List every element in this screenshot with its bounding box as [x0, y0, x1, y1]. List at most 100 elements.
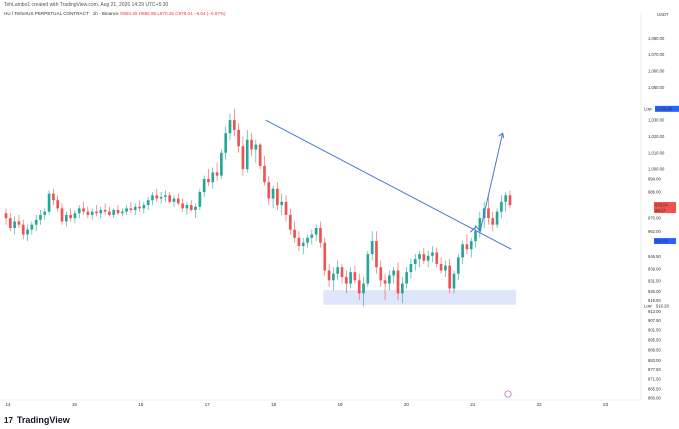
candle-body	[276, 188, 279, 206]
candle-body	[353, 272, 357, 281]
candle-body	[413, 259, 417, 264]
candle-body	[271, 188, 275, 199]
candle-body	[21, 224, 25, 235]
candle-body	[293, 229, 296, 238]
candle-body	[116, 210, 120, 214]
candle-body	[90, 211, 94, 215]
candle-body	[452, 273, 456, 289]
candle-body	[224, 133, 228, 153]
candle-body	[52, 193, 55, 201]
candle-body	[474, 231, 477, 242]
candle-body	[172, 198, 176, 202]
y-tick-label: 946.50	[648, 254, 661, 259]
tradingview-brand: TradingView	[16, 415, 70, 425]
candle-body	[215, 172, 219, 176]
candle-body	[82, 208, 85, 212]
candle-body	[288, 214, 292, 230]
y-tick-label: 889.50	[648, 347, 661, 352]
candle-body	[86, 211, 90, 215]
candle-body	[120, 211, 124, 214]
tradingview-logo-icon: 17	[4, 415, 13, 425]
x-tick-label: 21	[470, 402, 476, 407]
candle-body	[47, 193, 51, 212]
candle-body	[444, 265, 447, 271]
high-price-badge	[655, 105, 679, 112]
high-price-label: 1,036.88	[656, 106, 673, 111]
candle-body	[43, 211, 47, 215]
y-tick-label: 1,010.00	[648, 150, 665, 155]
candle-body	[469, 241, 473, 250]
candle-body	[4, 213, 8, 219]
candle-body	[258, 144, 262, 166]
level-badge	[654, 238, 676, 245]
candle-body	[146, 200, 150, 206]
candle-body	[168, 195, 172, 202]
ohlc-values: O984.55 H986.98 L970.25 C978.04 −6.64 (−…	[119, 11, 226, 16]
candle-body	[375, 241, 378, 268]
candle-body	[198, 192, 202, 207]
projection-path	[469, 133, 504, 233]
candle-body	[228, 120, 232, 134]
candle-body	[60, 208, 64, 222]
projection-arrow-icon	[498, 132, 505, 139]
event-marker-icon	[504, 390, 512, 398]
candle-body	[301, 242, 305, 246]
candle-body	[448, 265, 452, 289]
candle-body	[319, 227, 322, 243]
candle-body	[103, 210, 107, 212]
x-tick-label: 14	[5, 402, 11, 407]
candle-body	[461, 244, 464, 258]
candle-body	[314, 227, 318, 235]
y-tick-label: 986.00	[648, 190, 661, 195]
y-tick-label: 1,020.00	[648, 134, 665, 139]
candle-body	[383, 280, 387, 284]
y-tick-label: 1,050.00	[648, 85, 665, 90]
candle-body	[362, 283, 365, 294]
candle-body	[13, 221, 16, 228]
y-tick-label: 901.50	[648, 328, 661, 333]
candle-body	[284, 201, 288, 215]
x-tick-label: 16	[138, 402, 144, 407]
candle-body	[435, 252, 439, 264]
y-tick-label: 1,060.00	[648, 69, 665, 74]
candle-body	[250, 139, 253, 150]
candle-body	[254, 144, 258, 150]
candle-body	[95, 211, 98, 214]
candle-body	[388, 275, 391, 284]
candle-body	[77, 208, 81, 214]
y-tick-label: 1,080.00	[648, 36, 665, 41]
candle-body	[189, 205, 193, 210]
candle-body	[504, 195, 508, 202]
candle-body	[202, 178, 206, 193]
high-tag: Low	[644, 106, 653, 111]
y-tick-label: 883.00	[648, 358, 661, 363]
candle-body	[108, 211, 111, 215]
y-tick-label: 939.00	[648, 266, 661, 271]
candle-body	[138, 206, 141, 209]
y-tick-label: 913.00	[648, 309, 661, 314]
y-tick-label: 1,030.00	[648, 118, 665, 123]
candle-body	[422, 254, 426, 261]
candle-body	[370, 241, 374, 255]
candle-body	[366, 254, 370, 284]
y-tick-label: 925.00	[648, 289, 661, 294]
candle-body	[39, 214, 42, 220]
y-tick-label: 865.50	[648, 387, 661, 392]
candle-body	[332, 273, 335, 281]
candle-body	[129, 208, 133, 210]
candle-body	[34, 219, 38, 225]
y-tick-label: 994.00	[648, 176, 661, 181]
candle-body	[495, 211, 499, 225]
x-tick-label: 18	[271, 402, 277, 407]
x-tick-label: 20	[404, 402, 410, 407]
y-tick-label: 919.50	[648, 298, 661, 303]
low-price-label: 916.28	[656, 303, 669, 308]
candle-body	[327, 270, 331, 281]
tradingview-footer[interactable]: 17 TradingView	[4, 414, 70, 426]
support-zone	[323, 290, 516, 305]
candle-body	[478, 218, 482, 232]
candle-body	[133, 206, 137, 210]
candle-body	[336, 267, 340, 274]
level-label: 956.00	[655, 239, 668, 244]
